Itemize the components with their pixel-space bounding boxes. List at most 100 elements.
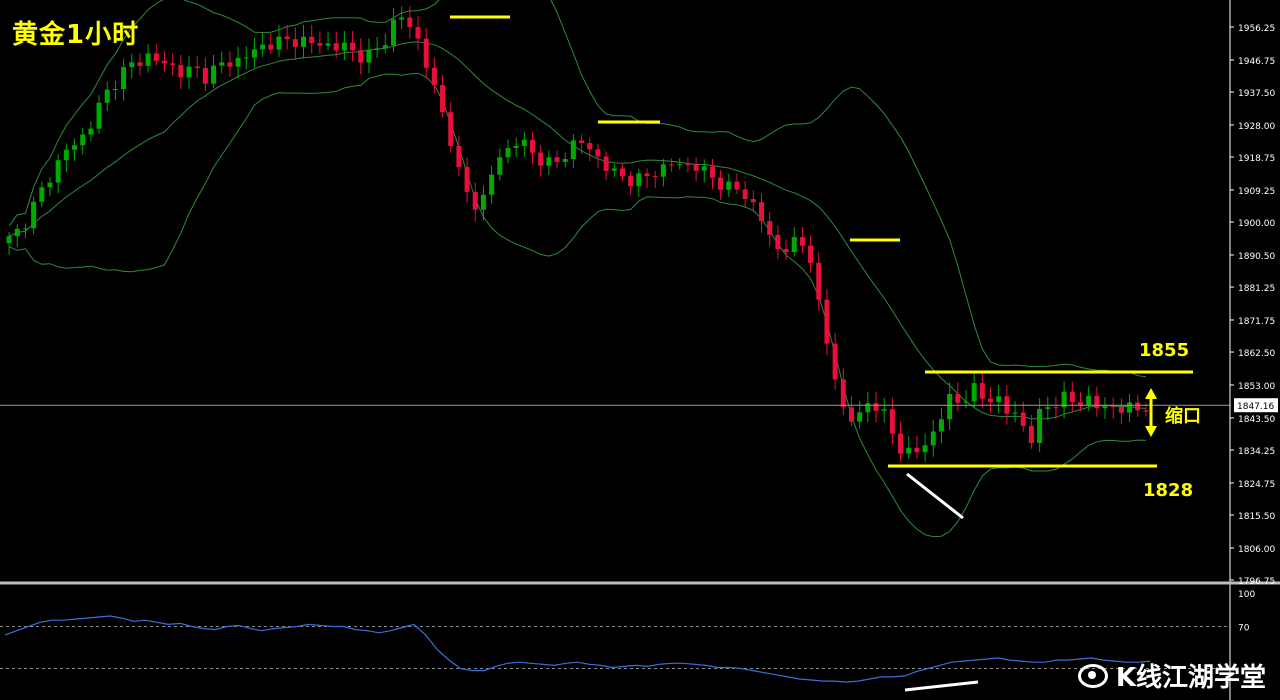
support-label: 1828: [1143, 480, 1194, 501]
candle-body: [276, 36, 282, 50]
candle-body: [685, 164, 691, 166]
candle-body: [718, 177, 724, 190]
candle-body: [840, 379, 846, 408]
y-tick-label: 1890.50: [1238, 252, 1275, 262]
candle-body: [325, 43, 331, 46]
candle-body: [734, 181, 740, 190]
rsi-tick-label: 100: [1238, 590, 1255, 600]
y-tick-label: 1834.25: [1238, 447, 1275, 457]
candle-body: [88, 128, 94, 135]
candle-body: [292, 39, 298, 47]
candle-body: [1127, 402, 1133, 413]
candle-body: [55, 160, 61, 183]
candle-body: [906, 447, 912, 454]
candle-body: [955, 394, 961, 403]
candle-body: [979, 383, 985, 399]
candle-body: [824, 299, 830, 344]
candle-body: [268, 44, 274, 50]
candle-body: [22, 228, 28, 230]
candle-body: [1086, 395, 1092, 406]
candle-body: [235, 57, 241, 67]
candle-body: [938, 419, 944, 432]
candle-body: [660, 164, 666, 177]
candle-body: [317, 43, 323, 46]
current-price-text: 1847.16: [1237, 402, 1274, 412]
candle-body: [112, 88, 118, 90]
candle-body: [562, 159, 568, 162]
candle-body: [1102, 406, 1108, 409]
candle-body: [669, 164, 675, 166]
candle-body: [464, 167, 470, 193]
candle-body: [889, 409, 895, 434]
rsi-tick-label: 70: [1238, 624, 1250, 634]
candle-body: [309, 36, 315, 44]
candle-body: [366, 49, 372, 63]
rsi-divergence-line: [904, 680, 979, 692]
y-tick-label: 1928.00: [1238, 122, 1275, 132]
y-tick-label: 1956.25: [1238, 24, 1275, 34]
resistance-label: 1855: [1139, 340, 1190, 361]
candle-body: [170, 63, 176, 65]
candle-body: [1028, 425, 1034, 443]
rsi-panel: 100 70: [0, 590, 1255, 692]
candle-body: [808, 245, 814, 263]
candle-body: [538, 152, 544, 166]
rsi-line: [4, 615, 1151, 683]
price-divergence-line: [906, 472, 964, 520]
candle-body: [799, 237, 805, 246]
candle-body: [1061, 391, 1067, 408]
candle-body: [881, 409, 887, 411]
candle-body: [39, 187, 45, 202]
y-tick-label: 1843.50: [1238, 415, 1275, 425]
watermark-text: K线江湖学堂: [1115, 663, 1266, 693]
candle-body: [750, 199, 756, 203]
candle-body: [96, 102, 102, 129]
candle-body: [554, 157, 560, 162]
candle-body: [129, 62, 135, 68]
candle-body: [636, 173, 642, 187]
candle-body: [1118, 407, 1124, 413]
candle-body: [382, 45, 388, 49]
candle-body: [914, 447, 920, 453]
candle-body: [31, 201, 37, 229]
candle-body: [644, 173, 650, 177]
candle-body: [857, 412, 863, 422]
candle-body: [1053, 407, 1059, 409]
candle-body: [137, 62, 143, 66]
candle-body: [947, 394, 953, 420]
candle-body: [497, 157, 503, 175]
candle-body: [161, 60, 167, 64]
y-tick-label: 1918.75: [1238, 154, 1275, 164]
candle-body: [611, 168, 617, 171]
candle-body: [243, 57, 249, 59]
candle-body: [930, 431, 936, 446]
candle-body: [350, 42, 356, 51]
candle-body: [80, 134, 86, 146]
candle-body: [399, 17, 405, 20]
candle-body: [521, 139, 527, 146]
candle-body: [448, 112, 454, 147]
y-tick-label: 1937.50: [1238, 89, 1275, 99]
y-tick-label: 1824.75: [1238, 480, 1275, 490]
candle-body: [333, 43, 339, 51]
candle-body: [505, 147, 511, 158]
candle-body: [194, 66, 200, 69]
y-tick-label: 1796.75: [1238, 577, 1275, 587]
candle-body: [996, 396, 1002, 402]
squeeze-arrow-down: [1145, 426, 1157, 437]
candle-body: [971, 383, 977, 402]
y-tick-label: 1806.00: [1238, 545, 1275, 555]
bollinger-upper: [8, 0, 1146, 378]
candle-body: [472, 192, 478, 210]
candle-body: [587, 142, 593, 150]
candle-body: [178, 64, 184, 78]
candle-body: [701, 166, 707, 171]
candle-body: [898, 433, 904, 454]
candle-body: [783, 249, 789, 253]
candle-body: [211, 65, 217, 84]
candle-body: [63, 149, 69, 161]
candle-body: [726, 181, 732, 190]
candle-body: [963, 401, 969, 403]
candle-body: [1143, 410, 1149, 412]
candles: [6, 6, 1149, 462]
